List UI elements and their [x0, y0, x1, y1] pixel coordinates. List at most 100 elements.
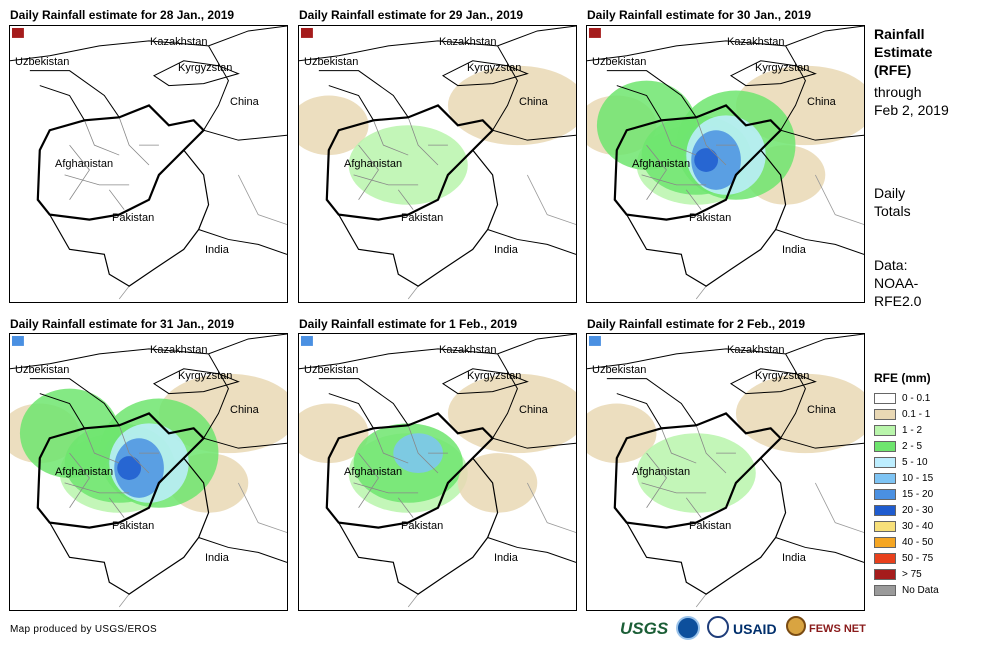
- corner-patch: [588, 27, 601, 38]
- legend-label: 0.1 - 1: [902, 408, 931, 420]
- rainfall-area: [299, 403, 369, 464]
- province-boundary: [641, 425, 736, 518]
- country-border: [10, 26, 287, 62]
- country-border: [299, 334, 576, 370]
- panel-title-2: Daily Rainfall estimate for 29 Jan., 201…: [299, 8, 524, 22]
- afghanistan-border: [36, 104, 206, 221]
- legend-label: 20 - 30: [902, 504, 934, 516]
- country-border: [152, 60, 240, 87]
- map-canvas: [587, 334, 864, 608]
- map-canvas: [299, 334, 576, 608]
- country-border: [10, 334, 287, 370]
- sidebar-data-source: Data: NOAA- RFE2.0: [874, 256, 921, 310]
- country-border: [441, 368, 529, 395]
- country-label-kyrgyzstan: Kyrgyzstan: [178, 370, 233, 382]
- country-border: [606, 378, 697, 429]
- panel-title-4: Daily Rainfall estimate for 31 Jan., 201…: [10, 317, 235, 331]
- province-boundary: [64, 117, 159, 210]
- corner-patch: [588, 335, 601, 346]
- legend-swatch: [874, 584, 896, 596]
- sidebar-through: through Feb 2, 2019: [874, 83, 949, 119]
- legend-item: 50 - 75: [874, 551, 933, 565]
- country-border: [487, 537, 576, 563]
- legend-label: 10 - 15: [902, 472, 934, 484]
- sidebar-title-line: Rainfall: [874, 26, 925, 42]
- country-border: [198, 229, 287, 255]
- country-border: [152, 368, 240, 395]
- country-label-pakistan: Pakistan: [112, 212, 155, 224]
- sidebar-title-line: Estimate: [874, 44, 933, 60]
- country-border: [606, 70, 697, 121]
- country-border: [491, 45, 576, 141]
- rainfall-area: [735, 373, 864, 454]
- secondary-boundary: [407, 482, 576, 608]
- country-label-india: India: [494, 244, 518, 256]
- afghanistan-border: [325, 412, 495, 529]
- usaid-logo: USAID: [733, 621, 777, 637]
- map-canvas: [299, 26, 576, 300]
- country-border: [779, 45, 864, 141]
- legend-label: 30 - 40: [902, 520, 934, 532]
- country-border: [729, 60, 817, 87]
- sidebar-title-line: (RFE): [874, 62, 912, 78]
- legend-item: 10 - 15: [874, 471, 933, 485]
- legend-swatch: [874, 568, 896, 580]
- country-label-afghanistan: Afghanistan: [632, 466, 691, 478]
- corner-patch: [300, 27, 313, 38]
- legend-item: 5 - 10: [874, 455, 928, 469]
- afghanistan-border: [613, 104, 783, 221]
- country-label-kyrgyzstan: Kyrgyzstan: [178, 62, 233, 74]
- legend-label: 40 - 50: [902, 536, 934, 548]
- country-border: [729, 368, 817, 395]
- country-label-kyrgyzstan: Kyrgyzstan: [467, 62, 522, 74]
- legend-item: 15 - 20: [874, 487, 933, 501]
- country-label-uzbekistan: Uzbekistan: [592, 56, 647, 68]
- legend-item: 40 - 50: [874, 535, 933, 549]
- country-label-china: China: [230, 404, 259, 416]
- panel-title-1: Daily Rainfall estimate for 28 Jan., 201…: [10, 8, 235, 22]
- sidebar-through-line: Feb 2, 2019: [874, 102, 949, 118]
- legend-label: 0 - 0.1: [902, 392, 931, 404]
- country-label-pakistan: Pakistan: [401, 520, 444, 532]
- legend-swatch: [874, 520, 896, 532]
- country-label-kyrgyzstan: Kyrgyzstan: [755, 370, 810, 382]
- country-label-pakistan: Pakistan: [112, 520, 155, 532]
- legend-swatch: [874, 456, 896, 468]
- map-canvas: [10, 334, 287, 608]
- legend-swatch: [874, 488, 896, 500]
- panel-title-6: Daily Rainfall estimate for 2 Feb., 2019: [587, 317, 806, 331]
- legend-label: 15 - 20: [902, 488, 934, 500]
- country-label-india: India: [205, 552, 229, 564]
- legend-swatch: [874, 552, 896, 564]
- rainfall-map-3: Kazakhstan Uzbekistan Kyrgyzstan China Afgha…: [586, 25, 865, 303]
- legend-label: 5 - 10: [902, 456, 928, 468]
- secondary-boundary: [407, 174, 576, 300]
- country-label-india: India: [782, 244, 806, 256]
- afghanistan-border: [36, 412, 206, 529]
- sidebar-title: Rainfall Estimate (RFE): [874, 25, 932, 79]
- country-border: [587, 334, 864, 370]
- country-label-kazakhstan: Kazakhstan: [150, 36, 208, 48]
- panel-title-5: Daily Rainfall estimate for 1 Feb., 2019: [299, 317, 518, 331]
- legend-item: 20 - 30: [874, 503, 933, 517]
- legend-label: 50 - 75: [902, 552, 934, 564]
- country-label-afghanistan: Afghanistan: [55, 158, 114, 170]
- legend-swatch: [874, 536, 896, 548]
- country-label-afghanistan: Afghanistan: [344, 466, 403, 478]
- province-boundary: [641, 117, 736, 210]
- rainfall-area: [587, 403, 657, 464]
- country-label-uzbekistan: Uzbekistan: [592, 364, 647, 376]
- country-label-india: India: [494, 552, 518, 564]
- country-border: [441, 60, 529, 87]
- country-label-uzbekistan: Uzbekistan: [15, 364, 70, 376]
- country-label-china: China: [807, 96, 836, 108]
- corner-patch: [11, 27, 24, 38]
- country-border: [29, 378, 120, 429]
- legend-item: > 75: [874, 567, 922, 581]
- afghanistan-border: [613, 412, 783, 529]
- map-canvas: [587, 26, 864, 300]
- legend-label: > 75: [902, 568, 922, 580]
- legend-swatch: [874, 440, 896, 452]
- usgs-logo: USGS: [620, 619, 669, 638]
- sidebar-data-line: RFE2.0: [874, 293, 922, 309]
